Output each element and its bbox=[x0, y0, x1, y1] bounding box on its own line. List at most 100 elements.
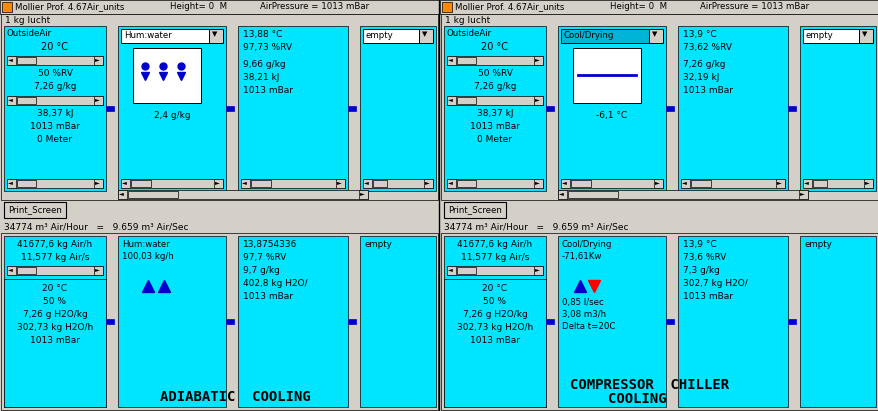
Bar bbox=[94, 266, 103, 275]
Bar bbox=[572, 48, 640, 103]
Text: 302,73 kg H2O/h: 302,73 kg H2O/h bbox=[457, 323, 533, 332]
Text: ◄: ◄ bbox=[8, 267, 13, 272]
Text: ►: ► bbox=[425, 180, 429, 185]
Text: 7,26 g/kg: 7,26 g/kg bbox=[473, 82, 515, 91]
Bar bbox=[118, 26, 226, 191]
Bar bbox=[7, 56, 103, 65]
Bar bbox=[251, 180, 270, 187]
Text: 0,85 l/sec: 0,85 l/sec bbox=[561, 298, 603, 307]
Text: ◄: ◄ bbox=[8, 97, 13, 102]
Bar bbox=[680, 179, 689, 188]
Bar bbox=[447, 266, 456, 275]
Bar bbox=[94, 179, 103, 188]
Text: 302,7 kg H2O/: 302,7 kg H2O/ bbox=[682, 279, 747, 288]
Text: Height= 0  M: Height= 0 M bbox=[609, 2, 666, 11]
Text: ►: ► bbox=[95, 57, 99, 62]
Text: 50 %RV: 50 %RV bbox=[38, 69, 72, 78]
Bar bbox=[106, 106, 114, 111]
Bar bbox=[17, 97, 36, 104]
Bar bbox=[106, 319, 114, 324]
Text: 13,88 °C: 13,88 °C bbox=[242, 30, 282, 39]
Text: 13,9 °C: 13,9 °C bbox=[682, 240, 716, 249]
Text: 38,37 kJ: 38,37 kJ bbox=[37, 109, 73, 118]
Bar bbox=[131, 180, 151, 187]
Text: ◄: ◄ bbox=[8, 180, 13, 185]
Text: ►: ► bbox=[336, 180, 342, 185]
Text: ►: ► bbox=[535, 97, 539, 102]
Text: 1013 mBar: 1013 mBar bbox=[242, 292, 292, 301]
Text: empty: empty bbox=[804, 240, 831, 249]
Text: 1013 mBar: 1013 mBar bbox=[470, 336, 520, 345]
Text: 11,577 kg Air/s: 11,577 kg Air/s bbox=[460, 253, 529, 262]
Bar bbox=[2, 2, 12, 12]
Text: Mollier Prof. 4.67Air_units: Mollier Prof. 4.67Air_units bbox=[455, 2, 564, 11]
Bar bbox=[360, 26, 435, 191]
Bar bbox=[558, 190, 566, 199]
Bar bbox=[372, 180, 386, 187]
Bar bbox=[7, 266, 103, 275]
Text: COMPRESSOR  CHILLER: COMPRESSOR CHILLER bbox=[569, 378, 728, 392]
Text: 7,3 g/kg: 7,3 g/kg bbox=[682, 266, 719, 275]
Text: 1013 mBar: 1013 mBar bbox=[30, 336, 80, 345]
Text: 1 kg lucht: 1 kg lucht bbox=[5, 16, 50, 25]
Bar bbox=[560, 179, 662, 188]
Bar bbox=[4, 202, 66, 218]
Bar bbox=[558, 26, 666, 191]
Text: 73,62 %RV: 73,62 %RV bbox=[682, 43, 731, 52]
Bar bbox=[534, 56, 543, 65]
Bar bbox=[238, 26, 348, 191]
Bar bbox=[241, 179, 344, 188]
Text: ◄: ◄ bbox=[8, 57, 13, 62]
Bar bbox=[787, 106, 795, 111]
Text: Height= 0  M: Height= 0 M bbox=[169, 2, 227, 11]
Bar bbox=[442, 2, 451, 12]
Bar bbox=[802, 179, 872, 188]
Text: empty: empty bbox=[805, 31, 833, 40]
Text: 32,19 kJ: 32,19 kJ bbox=[682, 73, 718, 82]
Bar bbox=[94, 96, 103, 105]
Bar bbox=[799, 26, 875, 191]
Text: Print_Screen: Print_Screen bbox=[8, 205, 61, 214]
Text: 11,577 kg Air/s: 11,577 kg Air/s bbox=[21, 253, 89, 262]
Bar bbox=[1, 14, 437, 200]
Text: -71,61Kw: -71,61Kw bbox=[561, 252, 601, 261]
Bar bbox=[787, 319, 795, 324]
Bar bbox=[558, 236, 666, 407]
Text: Hum:water: Hum:water bbox=[124, 31, 171, 40]
Bar bbox=[802, 29, 858, 43]
Bar bbox=[121, 179, 223, 188]
Bar bbox=[419, 29, 433, 43]
Bar bbox=[0, 0, 438, 14]
Bar bbox=[447, 56, 456, 65]
Bar bbox=[558, 190, 807, 199]
Bar bbox=[128, 191, 178, 198]
Text: ◄: ◄ bbox=[803, 180, 808, 185]
Bar bbox=[443, 202, 506, 218]
Text: 1013 mBar: 1013 mBar bbox=[30, 122, 80, 131]
Bar bbox=[666, 319, 673, 324]
Text: 7,26 g/kg: 7,26 g/kg bbox=[33, 82, 76, 91]
Text: ►: ► bbox=[864, 180, 868, 185]
Text: ►: ► bbox=[95, 97, 99, 102]
Bar bbox=[7, 96, 103, 105]
Text: 20 °C: 20 °C bbox=[42, 284, 68, 293]
Text: ◄: ◄ bbox=[561, 180, 566, 185]
Bar bbox=[534, 96, 543, 105]
Text: 13,9 °C: 13,9 °C bbox=[682, 30, 716, 39]
Text: Cool/Drying: Cool/Drying bbox=[564, 31, 614, 40]
Text: OutsideAir: OutsideAir bbox=[447, 29, 492, 38]
Bar bbox=[560, 179, 569, 188]
Bar bbox=[447, 96, 543, 105]
Text: ◄: ◄ bbox=[448, 180, 452, 185]
Bar bbox=[666, 106, 673, 111]
Text: 1013 mBar: 1013 mBar bbox=[682, 86, 732, 95]
Text: 9,7 g/kg: 9,7 g/kg bbox=[242, 266, 279, 275]
Text: 100,03 kg/h: 100,03 kg/h bbox=[122, 252, 174, 261]
Text: 41677,6 kg Air/h: 41677,6 kg Air/h bbox=[18, 240, 92, 249]
Bar bbox=[363, 179, 371, 188]
Bar bbox=[545, 319, 553, 324]
Bar bbox=[358, 190, 368, 199]
Text: ►: ► bbox=[535, 267, 539, 272]
Text: ▼: ▼ bbox=[861, 31, 867, 37]
Text: 1 kg lucht: 1 kg lucht bbox=[444, 16, 490, 25]
